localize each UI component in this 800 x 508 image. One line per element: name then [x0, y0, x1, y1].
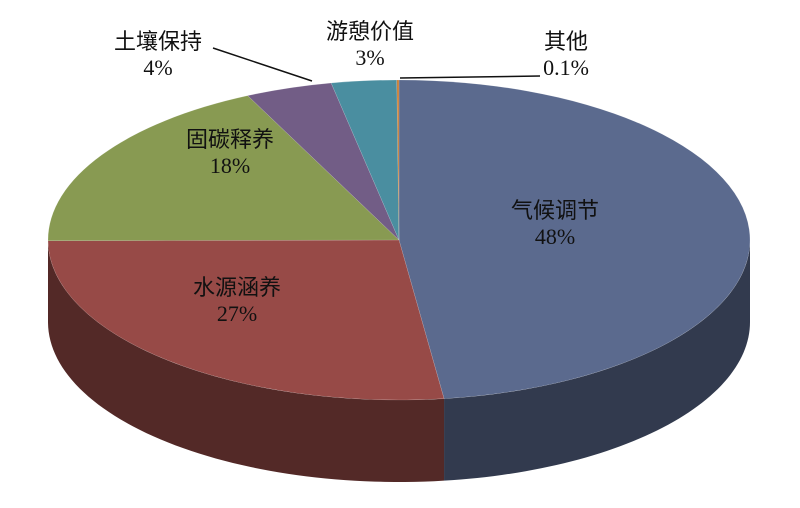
- slice-label: 水源涵养: [193, 275, 281, 300]
- slice-label: 固碳释养: [186, 127, 274, 152]
- slice-label: 其他: [544, 29, 588, 54]
- slice-side: [444, 240, 750, 481]
- slice-side: [48, 240, 445, 482]
- slice: [247, 82, 400, 241]
- slice: [398, 79, 751, 399]
- value-label: 18%: [210, 153, 250, 178]
- slice: [396, 79, 400, 241]
- value-label: 4%: [143, 55, 172, 80]
- slice: [47, 95, 400, 242]
- slice: [47, 239, 445, 401]
- leader-line: [399, 75, 541, 79]
- slice-label: 土壤保持: [114, 29, 202, 54]
- value-label: 3%: [355, 45, 384, 70]
- value-label: 27%: [217, 301, 257, 326]
- value-label: 0.1%: [543, 55, 589, 80]
- slice: [330, 79, 400, 241]
- slice-label: 游憩价值: [326, 19, 414, 44]
- value-label: 48%: [535, 224, 575, 249]
- leader-line: [212, 47, 313, 82]
- slice-label: 气候调节: [511, 198, 599, 223]
